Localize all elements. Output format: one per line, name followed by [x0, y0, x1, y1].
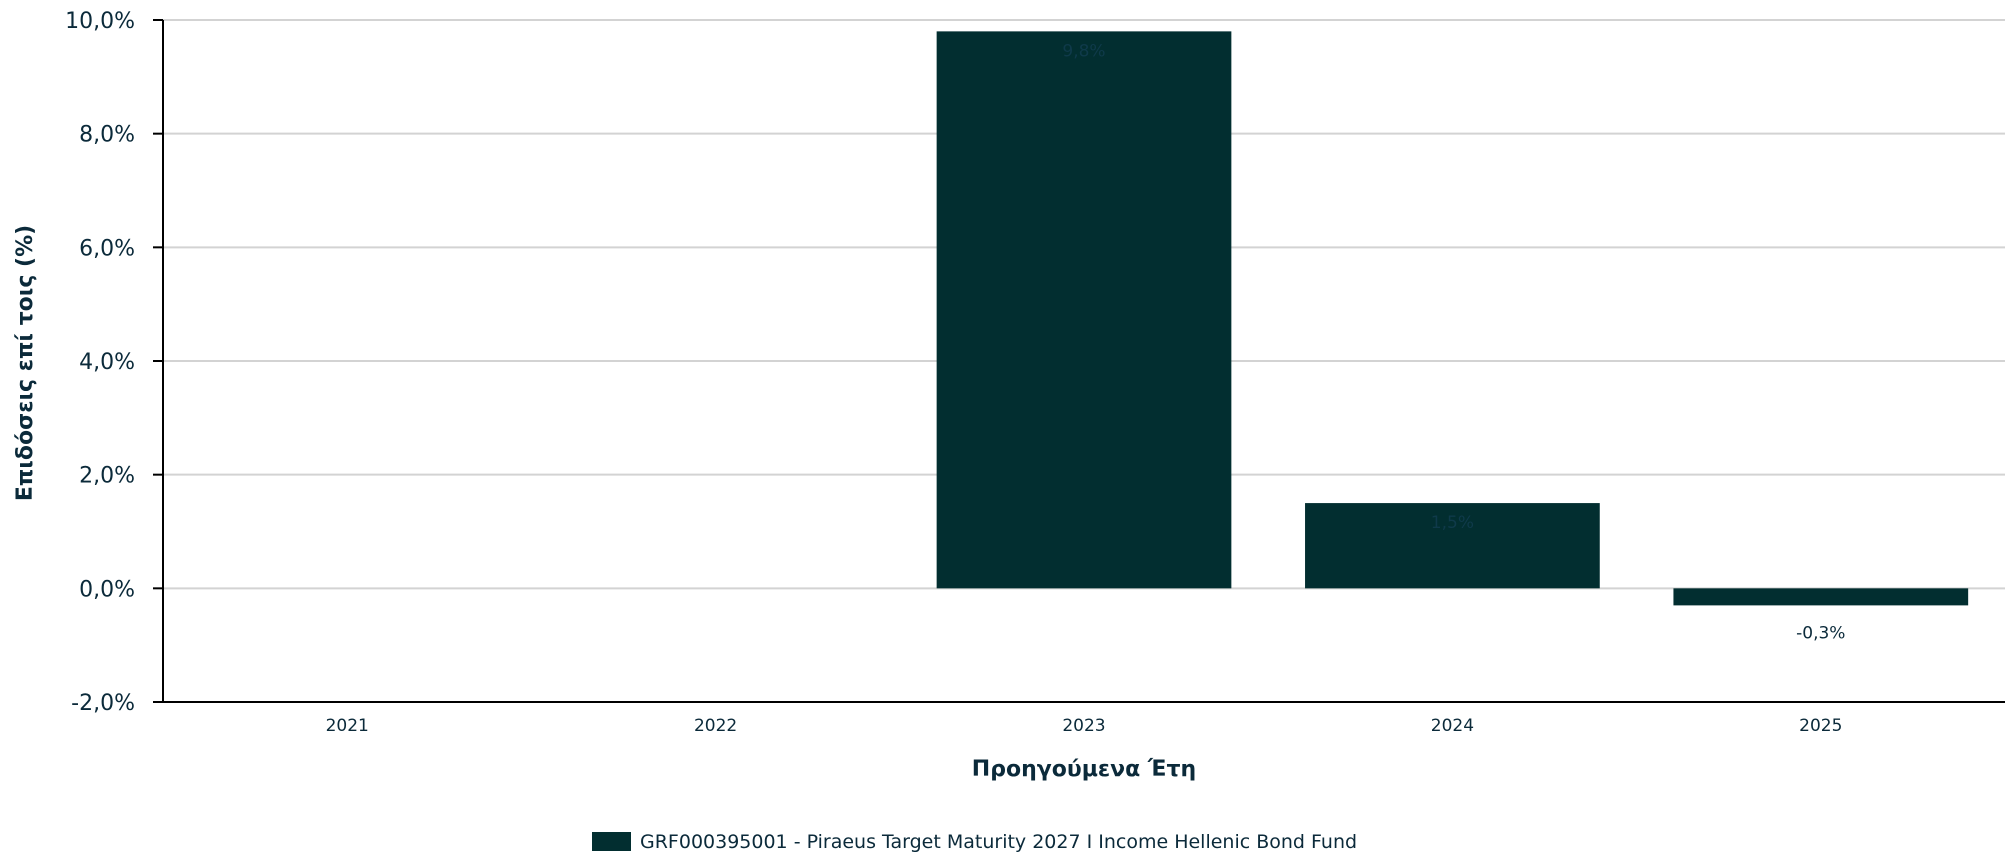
y-tick-label: 10,0%	[65, 9, 135, 34]
data-label: -0,3%	[1796, 623, 1845, 643]
x-tick-label: 2021	[326, 716, 369, 736]
data-label: 9,8%	[1062, 41, 1105, 61]
x-tick-label: 2025	[1799, 716, 1842, 736]
y-tick-label: 6,0%	[79, 236, 135, 261]
x-tick-label: 2022	[694, 716, 737, 736]
y-tick-label: 8,0%	[79, 123, 135, 148]
bar[interactable]	[1305, 503, 1600, 589]
data-label: 1,5%	[1431, 513, 1474, 533]
y-axis-title: Επιδόσεις επί τοις (%)	[13, 225, 38, 501]
y-tick-label: 0,0%	[79, 577, 135, 602]
y-tick-label: 2,0%	[79, 464, 135, 489]
y-tick-labels: -2,0% 0,0% 2,0% 4,0% 6,0% 8,0% 10,0%	[65, 9, 163, 716]
legend-label: GRF000395001 - Piraeus Target Maturity 2…	[640, 831, 1357, 853]
x-axis-title: Προηγούμενα Έτη	[972, 757, 1196, 782]
bar[interactable]	[936, 31, 1232, 589]
y-tick-label: 4,0%	[79, 350, 135, 375]
y-tick-label: -2,0%	[71, 691, 135, 716]
x-tick-labels: 2021 2022 2023 2024 2025	[326, 716, 1843, 736]
bar[interactable]	[1673, 588, 1969, 606]
data-labels: 9,8% 1,5% -0,3%	[1062, 41, 1845, 643]
legend-swatch	[592, 832, 631, 851]
bars	[936, 31, 1969, 606]
legend[interactable]: GRF000395001 - Piraeus Target Maturity 2…	[592, 831, 1357, 853]
x-tick-label: 2024	[1431, 716, 1474, 736]
x-tick-label: 2023	[1062, 716, 1105, 736]
